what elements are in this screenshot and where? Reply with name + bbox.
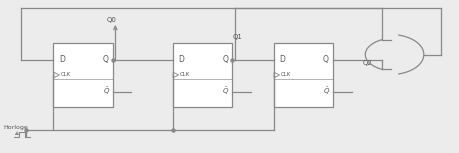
Text: D: D (279, 55, 284, 64)
Text: Horloge: Horloge (3, 125, 28, 130)
Text: D: D (59, 55, 65, 64)
Text: Q1: Q1 (232, 34, 241, 40)
Text: Q: Q (222, 55, 228, 64)
Text: CLK: CLK (61, 73, 71, 77)
Bar (172, 43, 232, 107)
Text: CLK: CLK (280, 73, 291, 77)
Text: Q2: Q2 (362, 60, 372, 66)
Text: $\bar{Q}$: $\bar{Q}$ (222, 86, 229, 97)
Text: Q: Q (322, 55, 328, 64)
Text: $\bar{Q}$: $\bar{Q}$ (322, 86, 330, 97)
Bar (53, 43, 113, 107)
Text: Q: Q (103, 55, 109, 64)
Bar (273, 43, 332, 107)
Text: Q0: Q0 (107, 17, 117, 23)
Text: CLK: CLK (179, 73, 190, 77)
Text: D: D (178, 55, 184, 64)
Text: $\bar{Q}$: $\bar{Q}$ (103, 86, 110, 97)
